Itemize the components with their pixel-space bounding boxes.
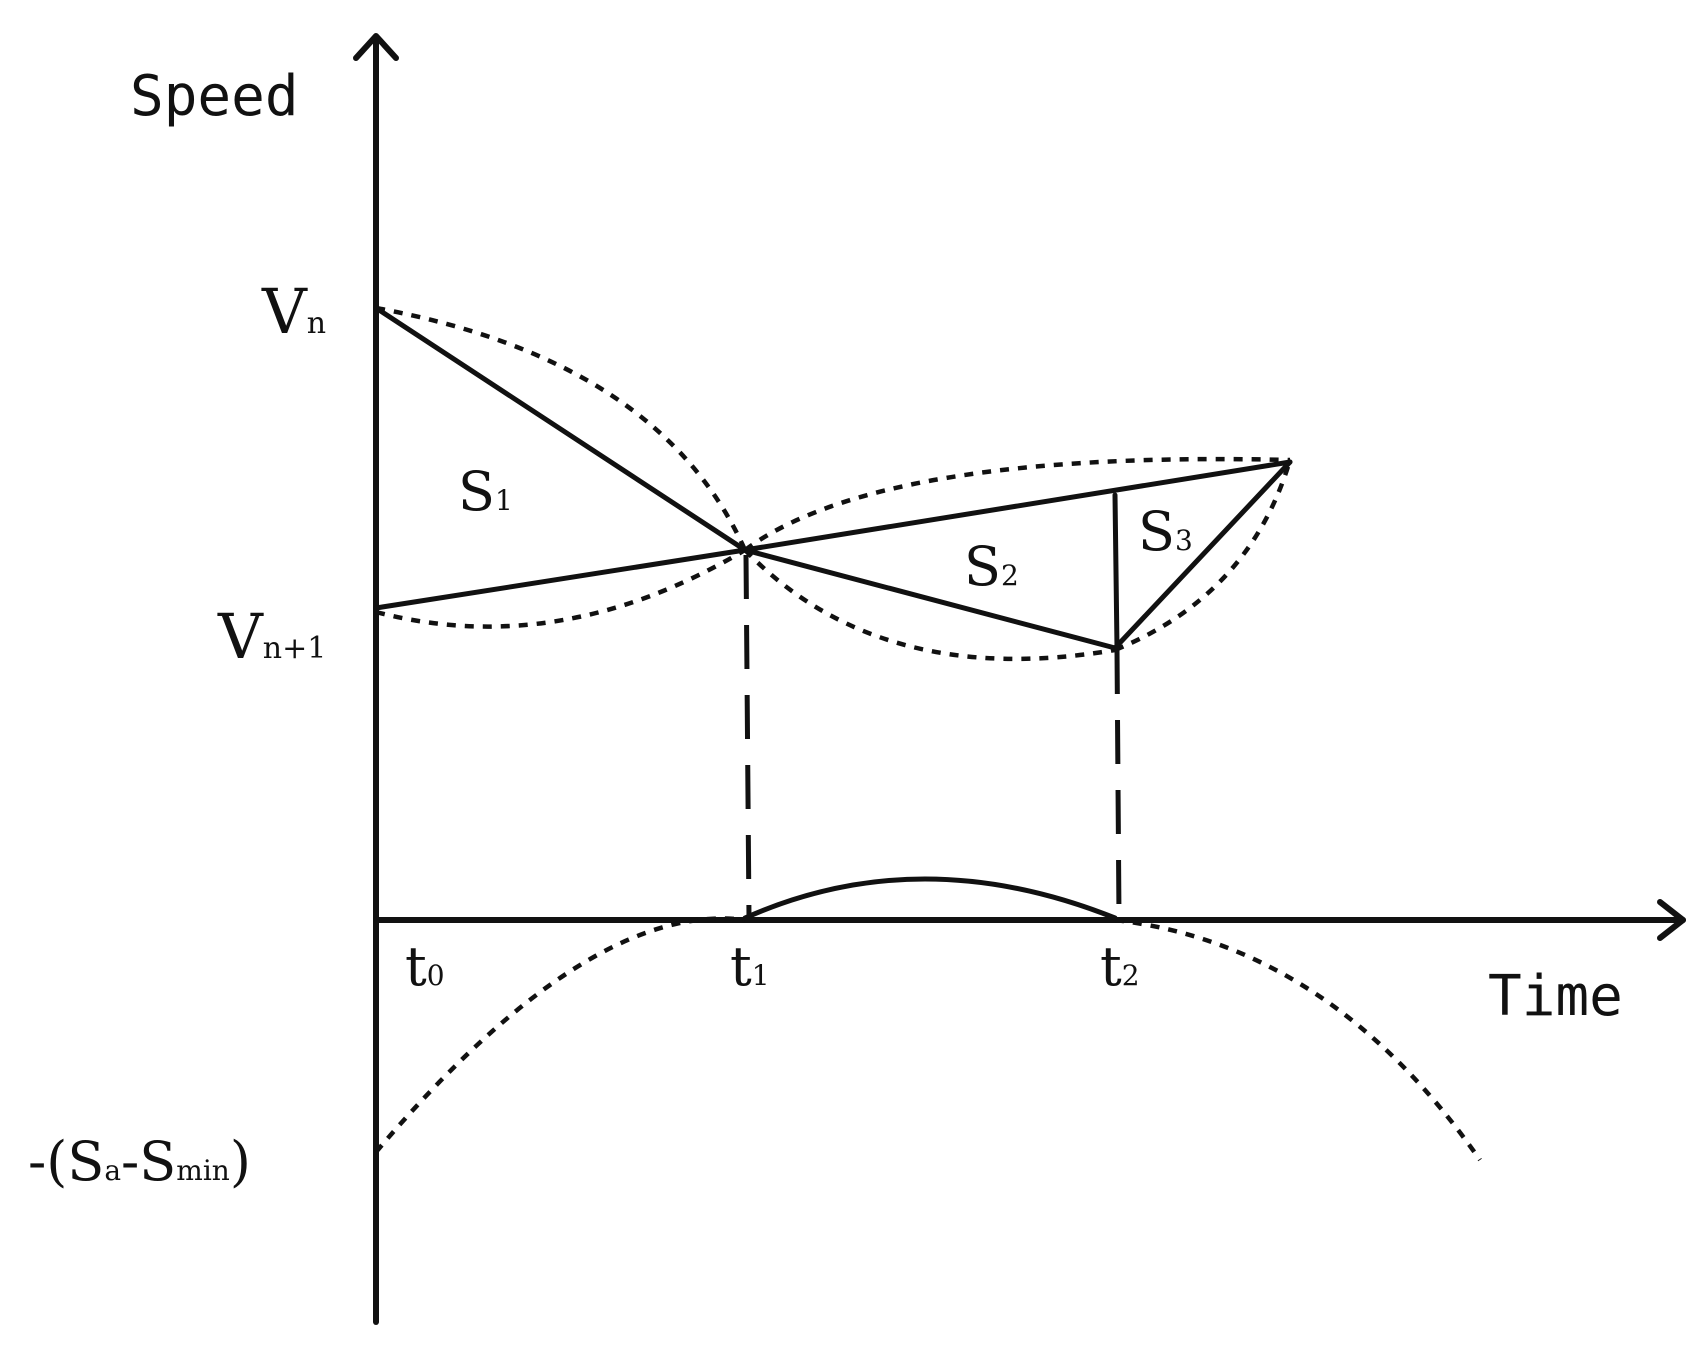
negative-label-middle: -S	[121, 1130, 176, 1193]
dashed-projections	[743, 554, 1122, 919]
y-axis-arrowhead	[353, 33, 399, 61]
vn-label: Vn	[261, 275, 326, 348]
negative-label-prefix: -(S	[28, 1130, 104, 1193]
negative-label: -(Sa-Smin)	[28, 1130, 251, 1193]
t1-label: t1	[730, 935, 770, 998]
t0-label: t0	[405, 935, 445, 998]
s2-label-main: S	[964, 535, 1001, 598]
negative-dotted-parabola-right	[1114, 917, 1482, 1162]
vn-label-sub: n	[307, 306, 326, 341]
s3-vertical-divider	[1112, 492, 1120, 651]
s3-label-main: S	[1138, 500, 1175, 563]
upper-dotted-curve-right	[743, 456, 1291, 552]
vn-decel-line	[373, 305, 748, 553]
s1-label-main: S	[458, 460, 495, 523]
vn1-accel-line	[373, 547, 748, 611]
axes	[353, 33, 1686, 1325]
t1-dashed-projection	[743, 554, 752, 919]
t2-to-peak-line	[1112, 459, 1293, 651]
x-axis-title: Time	[1488, 964, 1623, 1029]
x-axis-arrowhead	[1657, 899, 1686, 941]
lower-dotted-curve-left	[375, 548, 747, 629]
lower-line-to-t2	[742, 547, 1118, 651]
t1-label-main: t	[730, 935, 752, 998]
t0-label-main: t	[405, 935, 427, 998]
s1-label: S1	[458, 460, 513, 523]
vn-label-main: V	[261, 275, 308, 348]
vn1-label-main: V	[217, 600, 264, 673]
negative-label-sub-min: min	[176, 1154, 230, 1187]
s3-label-sub: 3	[1175, 524, 1193, 557]
dotted-curves	[374, 305, 1482, 1162]
s1-label-sub: 1	[495, 484, 513, 517]
s3-label: S3	[1138, 500, 1193, 563]
vn1-label-sub: n+1	[263, 631, 327, 666]
t2-label-sub: 2	[1122, 959, 1140, 992]
y-axis-title: Speed	[130, 64, 299, 129]
t0-label-sub: 0	[427, 959, 445, 992]
lower-dotted-curve-middle	[743, 548, 1116, 662]
t1-label-sub: 1	[752, 959, 770, 992]
negative-label-suffix: )	[230, 1130, 251, 1193]
t2-dashed-projection	[1114, 649, 1122, 919]
negative-label-sub-a: a	[104, 1154, 121, 1187]
upper-line-to-peak	[742, 459, 1293, 553]
t2-label: t2	[1100, 935, 1140, 998]
negative-dotted-parabola	[374, 916, 746, 1154]
lower-dotted-curve-right	[1114, 459, 1293, 653]
vn1-label: Vn+1	[217, 600, 326, 673]
upper-dotted-curve-left	[375, 305, 748, 551]
t2-label-main: t	[1100, 935, 1122, 998]
s2-label: S2	[964, 535, 1019, 598]
solid-lines	[373, 305, 1293, 921]
positive-arc	[742, 876, 1118, 921]
s2-label-sub: 2	[1001, 559, 1019, 592]
